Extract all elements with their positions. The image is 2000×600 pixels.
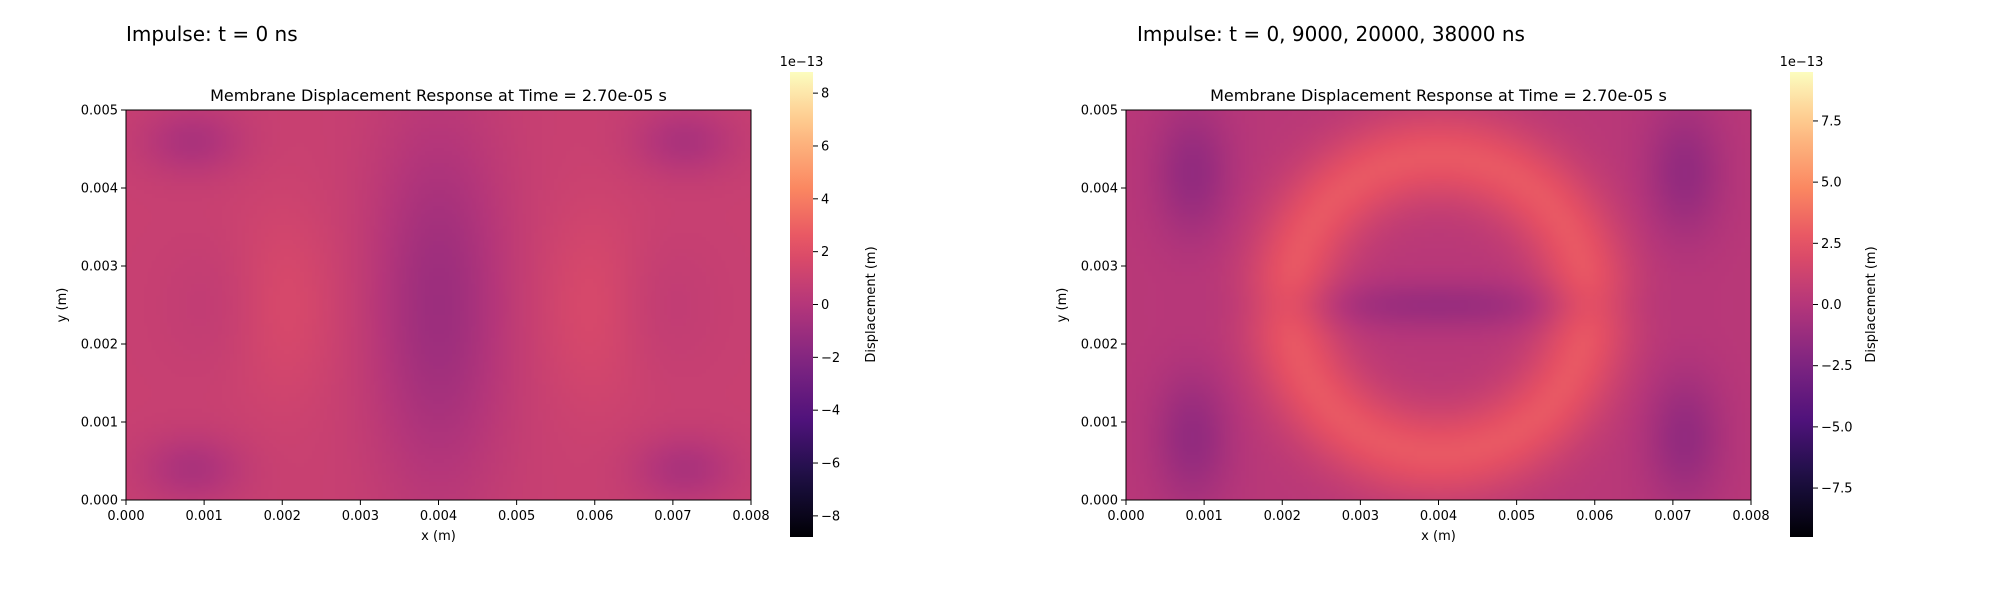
colorbar-tick-label: 4 bbox=[821, 192, 829, 207]
colorbar-tick-label: 0 bbox=[821, 298, 829, 313]
colorbar-tick-label: 7.5 bbox=[1821, 114, 1842, 129]
colorbar-tick-label: 0.0 bbox=[1821, 298, 1842, 313]
y-tick-label: 0.001 bbox=[1081, 416, 1118, 431]
colorbar-tick-label: −2.5 bbox=[1821, 359, 1853, 374]
colorbar-tick-label: 2.5 bbox=[1821, 237, 1842, 252]
x-tick-label: 0.004 bbox=[1420, 509, 1457, 524]
x-tick-label: 0.007 bbox=[1654, 509, 1691, 524]
colorbar-tick-label: 5.0 bbox=[1821, 176, 1842, 191]
x-tick-label: 0.005 bbox=[1498, 509, 1535, 524]
panel-right-suptitle: Impulse: t = 0, 9000, 20000, 38000 ns bbox=[1137, 22, 1525, 46]
colorbar-label: Displacement (m) bbox=[864, 246, 879, 362]
chart-title: Membrane Displacement Response at Time =… bbox=[210, 86, 667, 105]
y-tick-label: 0.000 bbox=[81, 494, 118, 509]
y-tick-label: 0.004 bbox=[1081, 182, 1118, 197]
x-tick-label: 0.005 bbox=[498, 509, 535, 524]
colorbar-tick-label: 6 bbox=[821, 139, 829, 154]
colorbar-tick-label: −2 bbox=[821, 351, 840, 366]
colorbar-offset-label: 1e−13 bbox=[780, 55, 824, 70]
x-tick-label: 0.000 bbox=[107, 509, 144, 524]
x-axis-label: x (m) bbox=[421, 529, 456, 544]
x-tick-label: 0.004 bbox=[420, 509, 457, 524]
colorbar-tick-label: −8 bbox=[821, 509, 840, 524]
y-axis-label: y (m) bbox=[55, 288, 70, 323]
x-tick-label: 0.006 bbox=[1576, 509, 1613, 524]
colorbar-label: Displacement (m) bbox=[1864, 246, 1879, 362]
y-tick-label: 0.005 bbox=[1081, 104, 1118, 119]
x-tick-label: 0.002 bbox=[264, 509, 301, 524]
y-tick-label: 0.001 bbox=[81, 416, 118, 431]
colorbar-tick-label: 8 bbox=[821, 87, 829, 102]
panel-left-suptitle: Impulse: t = 0 ns bbox=[126, 22, 298, 46]
y-tick-label: 0.002 bbox=[81, 338, 118, 353]
x-tick-label: 0.002 bbox=[1264, 509, 1301, 524]
colorbar-tick-label: −4 bbox=[821, 404, 840, 419]
x-tick-label: 0.006 bbox=[576, 509, 613, 524]
colorbar bbox=[1790, 72, 1813, 537]
x-tick-label: 0.003 bbox=[1342, 509, 1379, 524]
colorbar-tick-label: −6 bbox=[821, 457, 840, 472]
heatmap-image bbox=[1126, 110, 1751, 500]
colorbar-tick-label: −5.0 bbox=[1821, 420, 1853, 435]
y-tick-label: 0.005 bbox=[81, 104, 118, 119]
y-tick-label: 0.002 bbox=[1081, 338, 1118, 353]
x-tick-label: 0.000 bbox=[1107, 509, 1144, 524]
x-tick-label: 0.001 bbox=[186, 509, 223, 524]
x-tick-label: 0.003 bbox=[342, 509, 379, 524]
x-tick-label: 0.008 bbox=[732, 509, 769, 524]
x-axis-label: x (m) bbox=[1421, 529, 1456, 544]
chart-title: Membrane Displacement Response at Time =… bbox=[1210, 86, 1667, 105]
y-axis-label: y (m) bbox=[1055, 288, 1070, 323]
y-tick-label: 0.003 bbox=[1081, 260, 1118, 275]
x-tick-label: 0.001 bbox=[1186, 509, 1223, 524]
heatmap-image bbox=[126, 110, 751, 500]
panel-left-heatmap-chart: Membrane Displacement Response at Time =… bbox=[55, 55, 879, 544]
x-tick-label: 0.007 bbox=[654, 509, 691, 524]
colorbar-tick-label: 2 bbox=[821, 245, 829, 260]
y-tick-label: 0.004 bbox=[81, 182, 118, 197]
y-tick-label: 0.003 bbox=[81, 260, 118, 275]
colorbar bbox=[790, 72, 813, 537]
colorbar-tick-label: −7.5 bbox=[1821, 482, 1853, 497]
x-tick-label: 0.008 bbox=[1732, 509, 1769, 524]
y-tick-label: 0.000 bbox=[1081, 494, 1118, 509]
colorbar-offset-label: 1e−13 bbox=[1780, 55, 1824, 70]
panel-right-heatmap-chart: Membrane Displacement Response at Time =… bbox=[1055, 55, 1879, 544]
